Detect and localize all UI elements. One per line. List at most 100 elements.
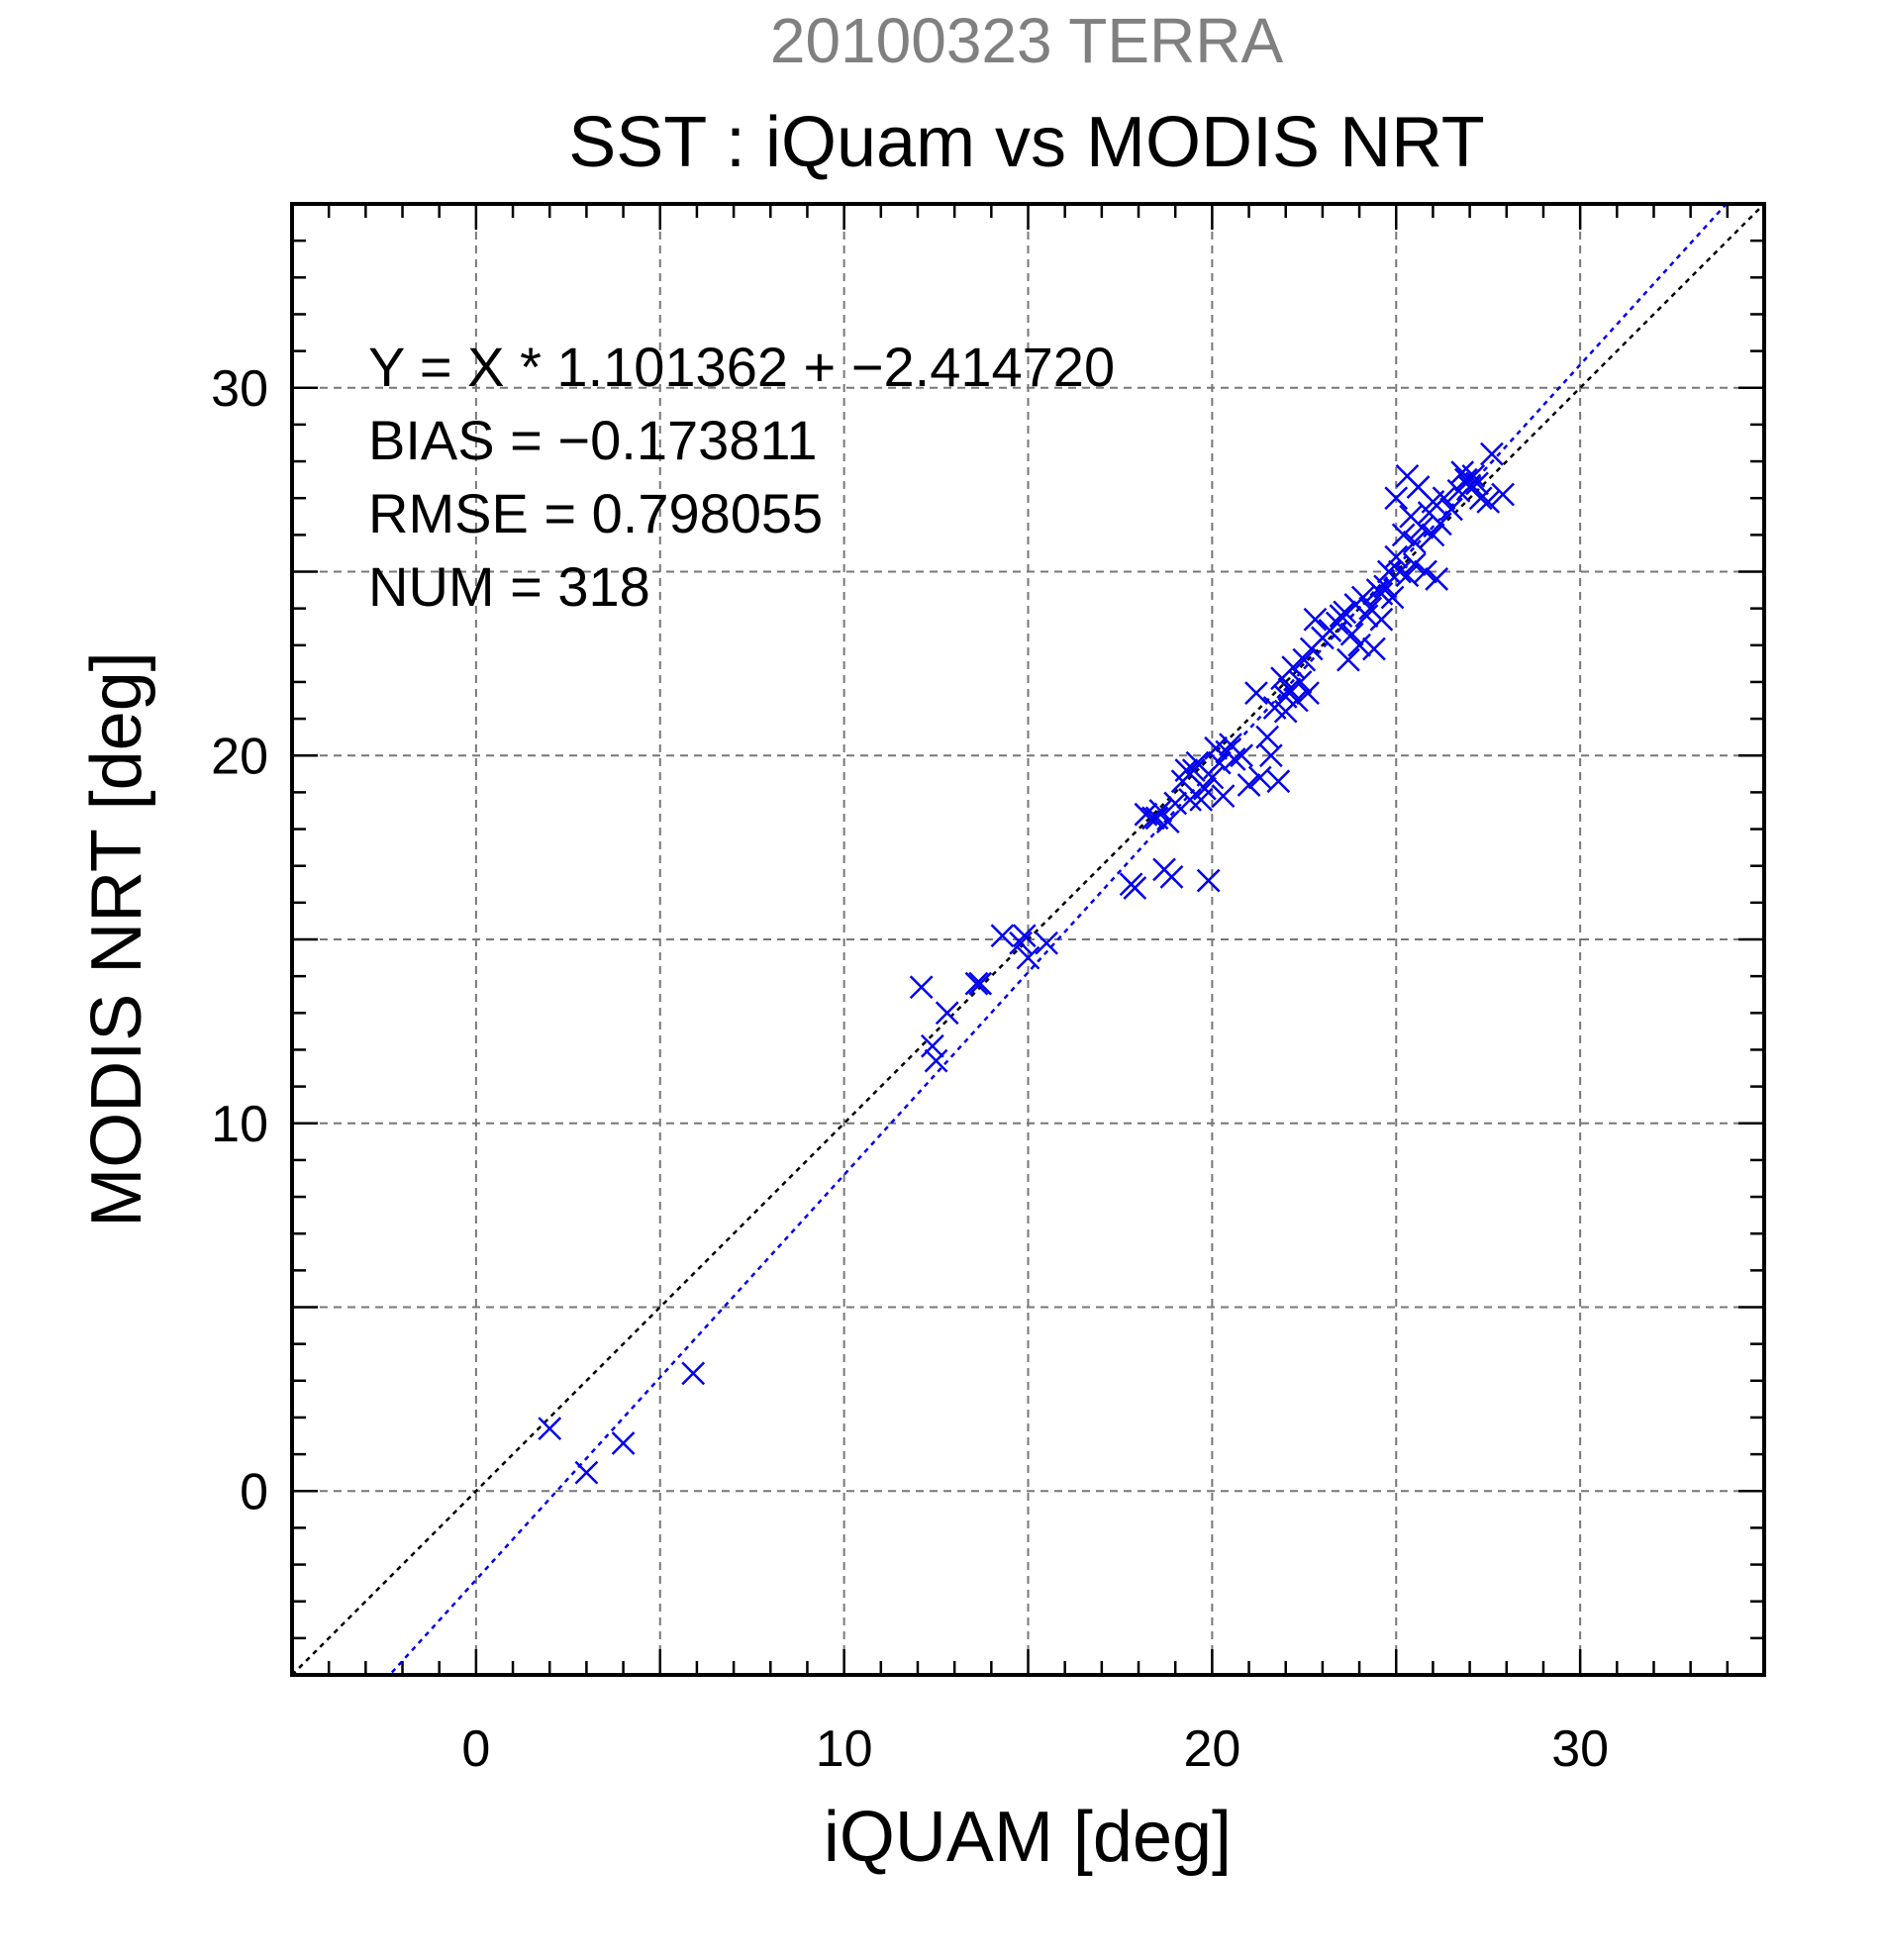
data-point	[1266, 769, 1291, 794]
y-tick-label: 20	[211, 728, 268, 785]
data-point	[1159, 864, 1184, 889]
data-point	[1339, 622, 1364, 646]
regression-line	[387, 204, 1729, 1675]
data-point	[1369, 607, 1394, 632]
data-point	[1303, 607, 1328, 632]
data-point-stroke	[1193, 776, 1217, 801]
data-point	[1476, 490, 1501, 514]
data-point	[1200, 765, 1225, 790]
data-points	[538, 441, 1515, 1485]
data-point	[1325, 611, 1349, 636]
data-point-stroke	[1384, 486, 1409, 511]
data-point-stroke	[1155, 810, 1180, 834]
data-point	[1207, 750, 1232, 775]
data-point	[920, 1033, 944, 1058]
data-point-stroke	[1476, 490, 1501, 514]
data-point-stroke	[1258, 743, 1283, 768]
data-point-stroke	[1181, 758, 1206, 782]
data-point	[1468, 486, 1493, 511]
data-point	[574, 1460, 599, 1485]
data-point	[1296, 681, 1320, 705]
data-point	[1450, 460, 1475, 485]
data-point-stroke	[1395, 563, 1420, 588]
x-axis-title: iQUAM [deg]	[824, 1798, 1232, 1877]
data-point	[1410, 516, 1435, 539]
data-point	[1388, 559, 1412, 584]
data-point	[1329, 604, 1353, 628]
data-point-stroke	[1277, 677, 1302, 702]
data-point	[611, 1431, 636, 1455]
data-point	[1222, 747, 1246, 771]
data-point-stroke	[1174, 758, 1199, 782]
data-point	[1193, 776, 1217, 801]
data-point	[1402, 530, 1427, 554]
data-point	[1384, 544, 1409, 569]
data-point-stroke	[1035, 931, 1058, 955]
data-point	[1181, 758, 1206, 782]
data-point-stroke	[611, 1431, 636, 1455]
data-point-stroke	[1421, 523, 1445, 547]
data-point-stroke	[935, 1001, 959, 1026]
data-point	[1144, 806, 1169, 831]
stats-rmse: RMSE = 0.798055	[368, 482, 823, 544]
data-point	[1395, 464, 1420, 488]
data-point	[1465, 471, 1489, 496]
data-point-stroke	[1369, 581, 1394, 606]
data-point-stroke	[1425, 567, 1449, 591]
data-point	[1258, 743, 1283, 768]
data-point	[1336, 647, 1360, 672]
chart-title: SST : iQuam vs MODIS NRT	[568, 103, 1485, 182]
stats-box: Y = X * 1.101362 + −2.414720 BIAS = −0.1…	[368, 336, 1115, 618]
data-point	[1480, 441, 1504, 466]
data-point-stroke	[1200, 765, 1225, 790]
data-point-stroke	[1163, 791, 1188, 816]
data-point-stroke	[574, 1460, 599, 1485]
data-point	[1009, 931, 1033, 955]
data-point-stroke	[1325, 611, 1349, 636]
data-point-stroke	[1376, 559, 1401, 584]
data-point-stroke	[1247, 765, 1272, 790]
data-point	[1174, 758, 1199, 782]
data-point-stroke	[1281, 655, 1306, 679]
data-point	[1439, 497, 1463, 522]
data-point	[1163, 791, 1188, 816]
data-point	[1391, 523, 1416, 547]
data-point-stroke	[1369, 607, 1394, 632]
data-point-stroke	[1296, 681, 1320, 705]
data-point-stroke	[1491, 482, 1515, 507]
data-point-stroke	[1388, 559, 1412, 584]
data-point-stroke	[1144, 806, 1169, 831]
data-point-stroke	[1219, 733, 1242, 756]
axis-ticks	[292, 204, 1764, 1675]
data-point-stroke	[1178, 787, 1202, 812]
data-point	[1012, 924, 1037, 948]
data-point	[1123, 876, 1147, 900]
data-point	[1402, 552, 1427, 576]
data-point-stroke	[1329, 604, 1353, 628]
data-point-stroke	[1123, 876, 1147, 900]
data-point-stroke	[1284, 688, 1309, 713]
chart-supertitle: 20100323 TERRA	[770, 5, 1284, 76]
data-point	[924, 1048, 948, 1073]
data-point-stroke	[1196, 868, 1221, 893]
x-tick-labels: 0 10 20 30	[461, 1720, 1609, 1778]
data-point	[1281, 655, 1306, 679]
y-tick-label: 30	[211, 360, 268, 418]
data-point-stroke	[968, 971, 993, 996]
data-point	[1362, 637, 1386, 661]
stats-bias: BIAS = −0.173811	[368, 409, 818, 471]
data-point-stroke	[1230, 743, 1253, 768]
data-point	[681, 1361, 706, 1386]
data-point-stroke	[1428, 512, 1452, 537]
data-point	[1196, 868, 1221, 893]
data-point-stroke	[681, 1361, 706, 1386]
plot-frame	[290, 202, 1766, 1677]
data-point	[1148, 799, 1173, 823]
data-point-stroke	[1406, 475, 1431, 499]
data-point	[1421, 523, 1445, 547]
data-point-stroke	[1350, 585, 1375, 610]
data-point	[1384, 486, 1409, 511]
data-point	[1277, 677, 1302, 702]
data-point-stroke	[1362, 637, 1386, 661]
